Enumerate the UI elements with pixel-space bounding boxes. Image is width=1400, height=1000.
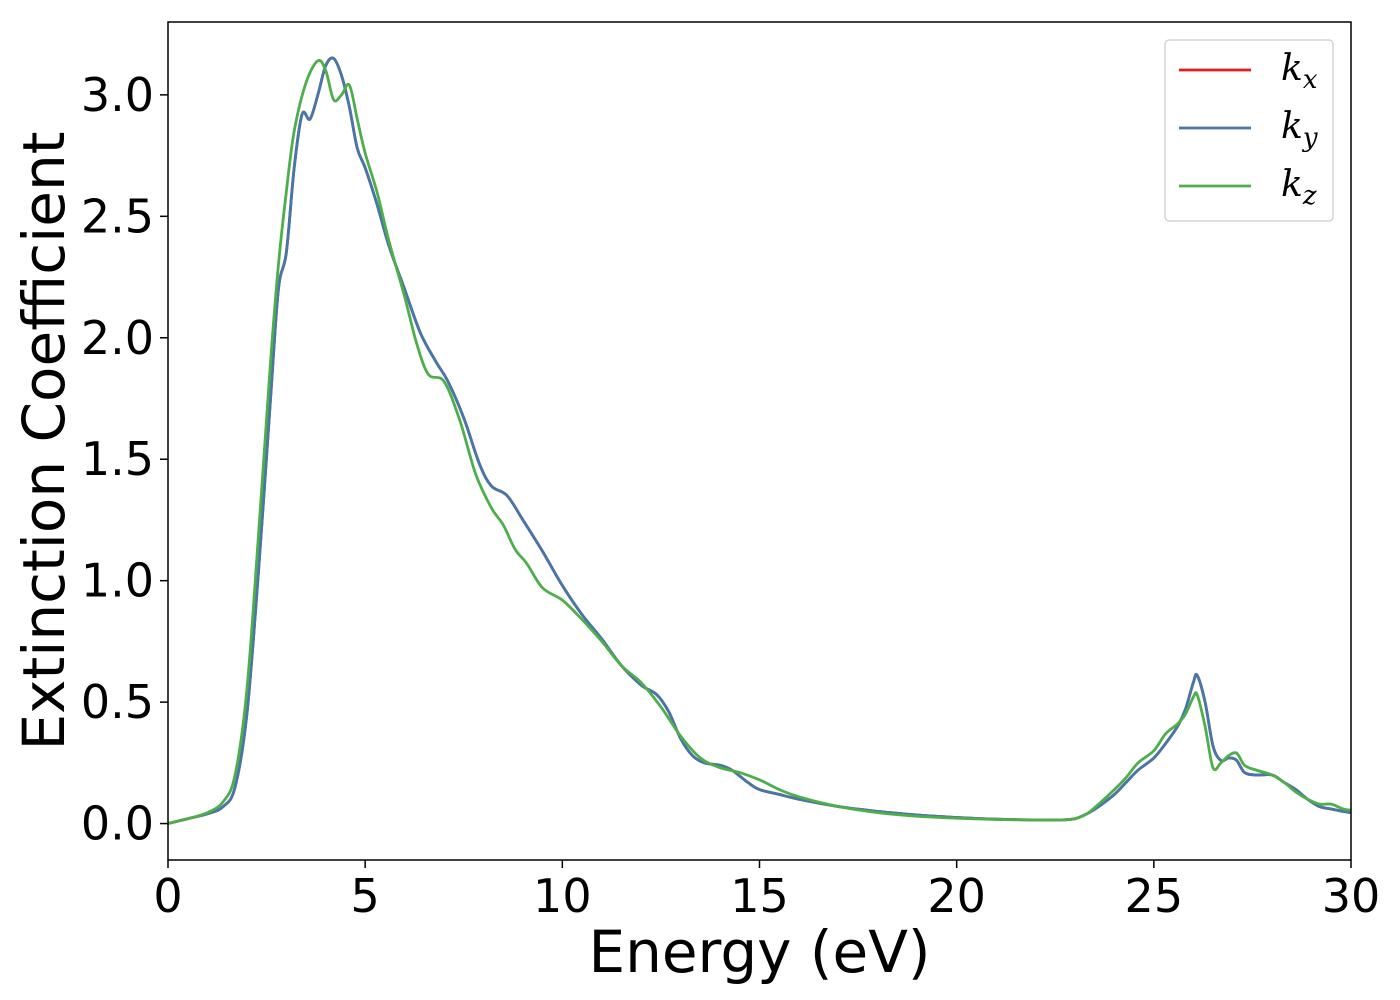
legend-label-kx: kx [1281,48,1318,95]
y-tick-label: 2.0 [81,311,154,365]
x-tick-label: 20 [927,869,986,923]
legend-label-ky: ky [1281,106,1318,153]
legend: kx ky kz [1164,39,1334,222]
series-line-kz [168,59,1351,825]
x-tick-label: 30 [1322,869,1381,923]
legend-box [1164,39,1334,222]
y-axis-label: Extinction Coefficient [10,132,78,751]
y-tick-label: 1.5 [81,432,154,486]
y-axis-ticks: 0.0 0.5 1.0 1.5 2.0 2.5 3.0 [81,68,168,851]
y-tick-label: 2.5 [81,189,154,243]
x-axis-ticks: 0 5 10 15 20 25 30 [153,860,1380,923]
y-tick-label: 0.0 [81,797,154,851]
y-tick-label: 3.0 [81,68,154,122]
y-tick-label: 0.5 [81,675,154,729]
x-tick-label: 10 [533,869,592,923]
x-tick-label: 25 [1125,869,1184,923]
x-tick-label: 5 [351,869,380,923]
series-line-ky [168,56,1351,825]
y-tick-label: 1.0 [81,554,154,608]
x-tick-label: 0 [153,869,182,923]
series-layer [168,56,1351,825]
x-axis-label: Energy (eV) [588,918,930,986]
legend-label-kz: kz [1281,164,1317,211]
x-tick-label: 15 [730,869,789,923]
